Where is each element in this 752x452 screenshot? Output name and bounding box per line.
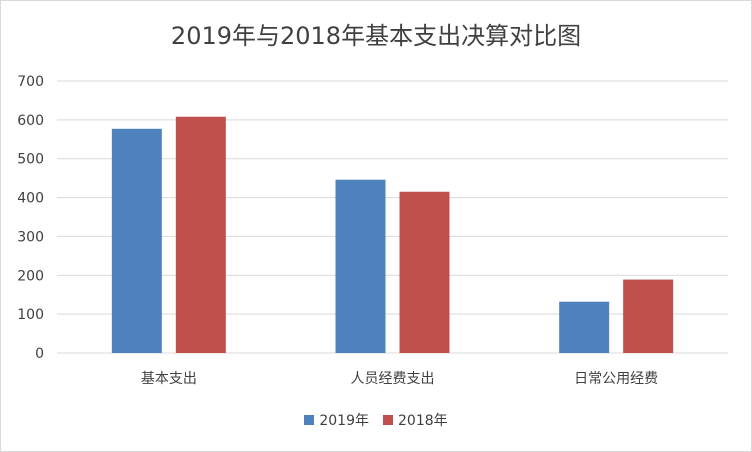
bar-2019年-日常公用经费 [559, 301, 610, 353]
y-tick-label: 100 [17, 307, 44, 323]
bar-2018年-基本支出 [175, 116, 226, 354]
x-tick-label: 日常公用经费 [574, 371, 658, 387]
legend-swatch-2018 [383, 415, 393, 425]
legend-item-2019: 2019年 [304, 410, 369, 430]
legend-swatch-2019 [304, 415, 315, 425]
bar-2018年-人员经费支出 [399, 191, 450, 353]
chart-title: 2019年与2018年基本支出决算对比图 [170, 22, 582, 50]
y-tick-label: 700 [17, 74, 44, 90]
legend-label-2019: 2019年 [319, 413, 369, 429]
y-tick-label: 200 [17, 268, 44, 284]
y-tick-label: 500 [17, 152, 44, 168]
bar-2018年-日常公用经费 [623, 279, 674, 353]
y-tick-label: 0 [35, 346, 44, 362]
x-tick-label: 基本支出 [141, 370, 197, 387]
legend: 2019年 2018年 [0, 410, 752, 430]
bar-2019年-基本支出 [111, 128, 162, 353]
x-tick-label: 人员经费支出 [351, 371, 435, 387]
y-tick-label: 400 [17, 191, 44, 207]
bar-2019年-人员经费支出 [335, 179, 386, 353]
legend-label-2018: 2018年 [398, 413, 448, 429]
legend-item-2018: 2018年 [383, 410, 448, 430]
y-tick-label: 300 [17, 229, 44, 245]
y-tick-label: 600 [17, 113, 44, 129]
